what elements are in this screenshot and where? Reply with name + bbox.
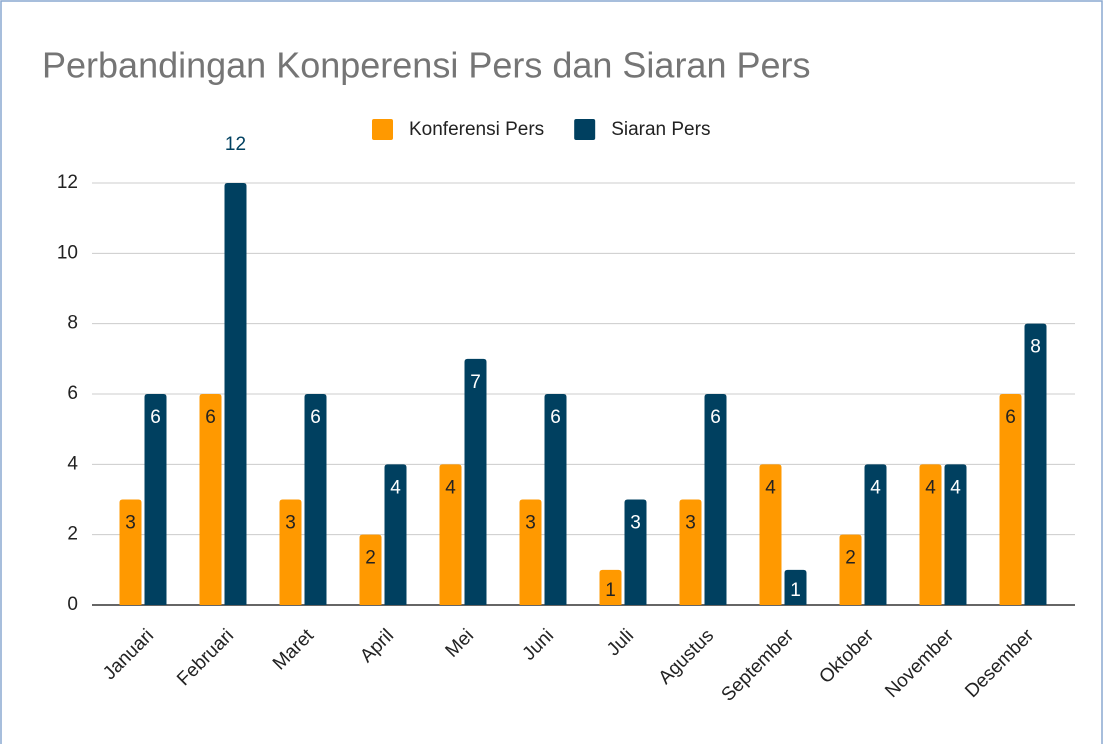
data-label: 1 [605, 580, 616, 601]
data-label: 4 [445, 477, 456, 498]
bar [624, 499, 647, 605]
data-label: 3 [685, 513, 696, 534]
bar [304, 394, 327, 605]
data-label: 4 [925, 477, 936, 498]
bar [784, 569, 807, 605]
y-tick-label: 0 [67, 594, 78, 615]
data-label: 3 [125, 513, 136, 534]
data-label: 6 [550, 407, 561, 428]
bar [544, 394, 567, 605]
y-tick-label: 12 [57, 172, 78, 193]
chart-title: Perbandingan Konperensi Pers dan Siaran … [42, 45, 811, 86]
bar [279, 499, 302, 605]
bar [839, 534, 862, 605]
data-label: 1 [790, 580, 801, 601]
bar [704, 394, 727, 605]
legend-swatch [574, 119, 596, 140]
bar [999, 394, 1022, 605]
data-label: 3 [285, 513, 296, 534]
bar [144, 394, 167, 605]
y-tick-label: 4 [67, 453, 78, 474]
bar [679, 499, 702, 605]
bar [1024, 323, 1047, 605]
legend-label: Konferensi Pers [409, 119, 544, 140]
bar [919, 464, 942, 605]
bar [599, 569, 622, 605]
bar [439, 464, 462, 605]
y-tick-label: 6 [67, 383, 78, 404]
data-label: 6 [710, 407, 721, 428]
bar [119, 499, 142, 605]
data-label: 8 [1030, 337, 1041, 358]
data-label: 3 [525, 513, 536, 534]
y-tick-label: 2 [67, 524, 78, 545]
data-label: 2 [845, 548, 856, 569]
data-label: 4 [950, 477, 961, 498]
bar [359, 534, 382, 605]
bar [199, 394, 222, 605]
bar [944, 464, 967, 605]
bar [464, 358, 487, 605]
data-label: 6 [150, 407, 161, 428]
data-label: 6 [1005, 407, 1016, 428]
data-label: 4 [390, 477, 401, 498]
bar [224, 183, 247, 605]
bar [519, 499, 542, 605]
data-label: 2 [365, 548, 376, 569]
data-label: 6 [205, 407, 216, 428]
data-label: 4 [765, 477, 776, 498]
bar [759, 464, 782, 605]
data-label: 12 [225, 134, 246, 155]
data-label: 7 [470, 372, 481, 393]
data-label: 6 [310, 407, 321, 428]
bar [864, 464, 887, 605]
y-tick-label: 8 [67, 313, 78, 334]
bar [384, 464, 407, 605]
legend-swatch [372, 119, 393, 140]
data-label: 4 [870, 477, 881, 498]
data-label: 3 [630, 513, 641, 534]
y-tick-label: 10 [57, 242, 78, 263]
legend-label: Siaran Pers [611, 119, 710, 140]
